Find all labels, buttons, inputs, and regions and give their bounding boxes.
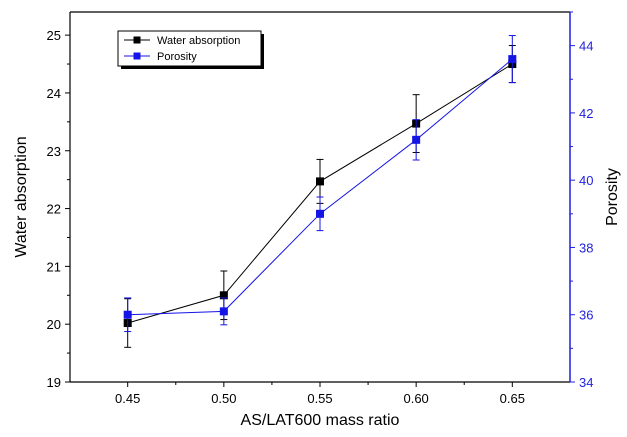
left-y-tick-label: 25 [47, 28, 61, 43]
legend-label-water: Water absorption [157, 35, 240, 47]
left-y-tick-label: 24 [47, 86, 61, 101]
legend-marker-water [133, 36, 141, 44]
right-y-tick-label: 44 [579, 39, 593, 54]
water-absorption-point [316, 177, 324, 186]
left-y-tick-label: 23 [47, 144, 61, 159]
right-y-tick-label: 38 [579, 240, 593, 255]
series-layer [123, 35, 517, 348]
porosity-point [412, 135, 421, 144]
water-absorption-point [219, 291, 228, 300]
x-tick-label: 0.55 [307, 391, 332, 406]
x-tick-label: 0.50 [211, 391, 236, 406]
right-y-tick-label: 34 [579, 375, 593, 390]
right-y-tick-label: 42 [579, 106, 593, 121]
x-axis-ticks: 0.45 0.50 0.55 0.60 0.65 [115, 382, 525, 406]
left-y-axis-ticks: 19 20 21 22 23 24 25 [47, 28, 70, 390]
right-y-axis-title: Porosity [604, 168, 621, 226]
x-tick-label: 0.65 [500, 391, 525, 406]
left-y-axis-title: Water absorption [13, 136, 30, 257]
right-y-axis-ticks: 34 36 38 40 42 44 [570, 11, 593, 390]
right-y-tick-label: 36 [579, 308, 593, 323]
left-y-tick-label: 19 [47, 375, 61, 390]
porosity-point [219, 307, 228, 316]
legend: Water absorption Porosity [117, 30, 264, 69]
right-y-tick-label: 40 [579, 173, 593, 188]
legend-marker-porosity [133, 52, 141, 60]
left-y-tick-label: 21 [47, 259, 61, 274]
left-y-tick-label: 22 [47, 202, 61, 217]
left-y-tick-label: 20 [47, 317, 61, 332]
porosity-point [123, 310, 132, 319]
porosity-point [316, 209, 324, 218]
porosity-point [508, 55, 517, 64]
legend-box [117, 30, 262, 67]
x-tick-label: 0.60 [403, 391, 428, 406]
legend-label-porosity: Porosity [157, 51, 197, 63]
x-tick-label: 0.45 [115, 391, 140, 406]
x-axis-title: AS/LAT600 mass ratio [241, 412, 400, 429]
